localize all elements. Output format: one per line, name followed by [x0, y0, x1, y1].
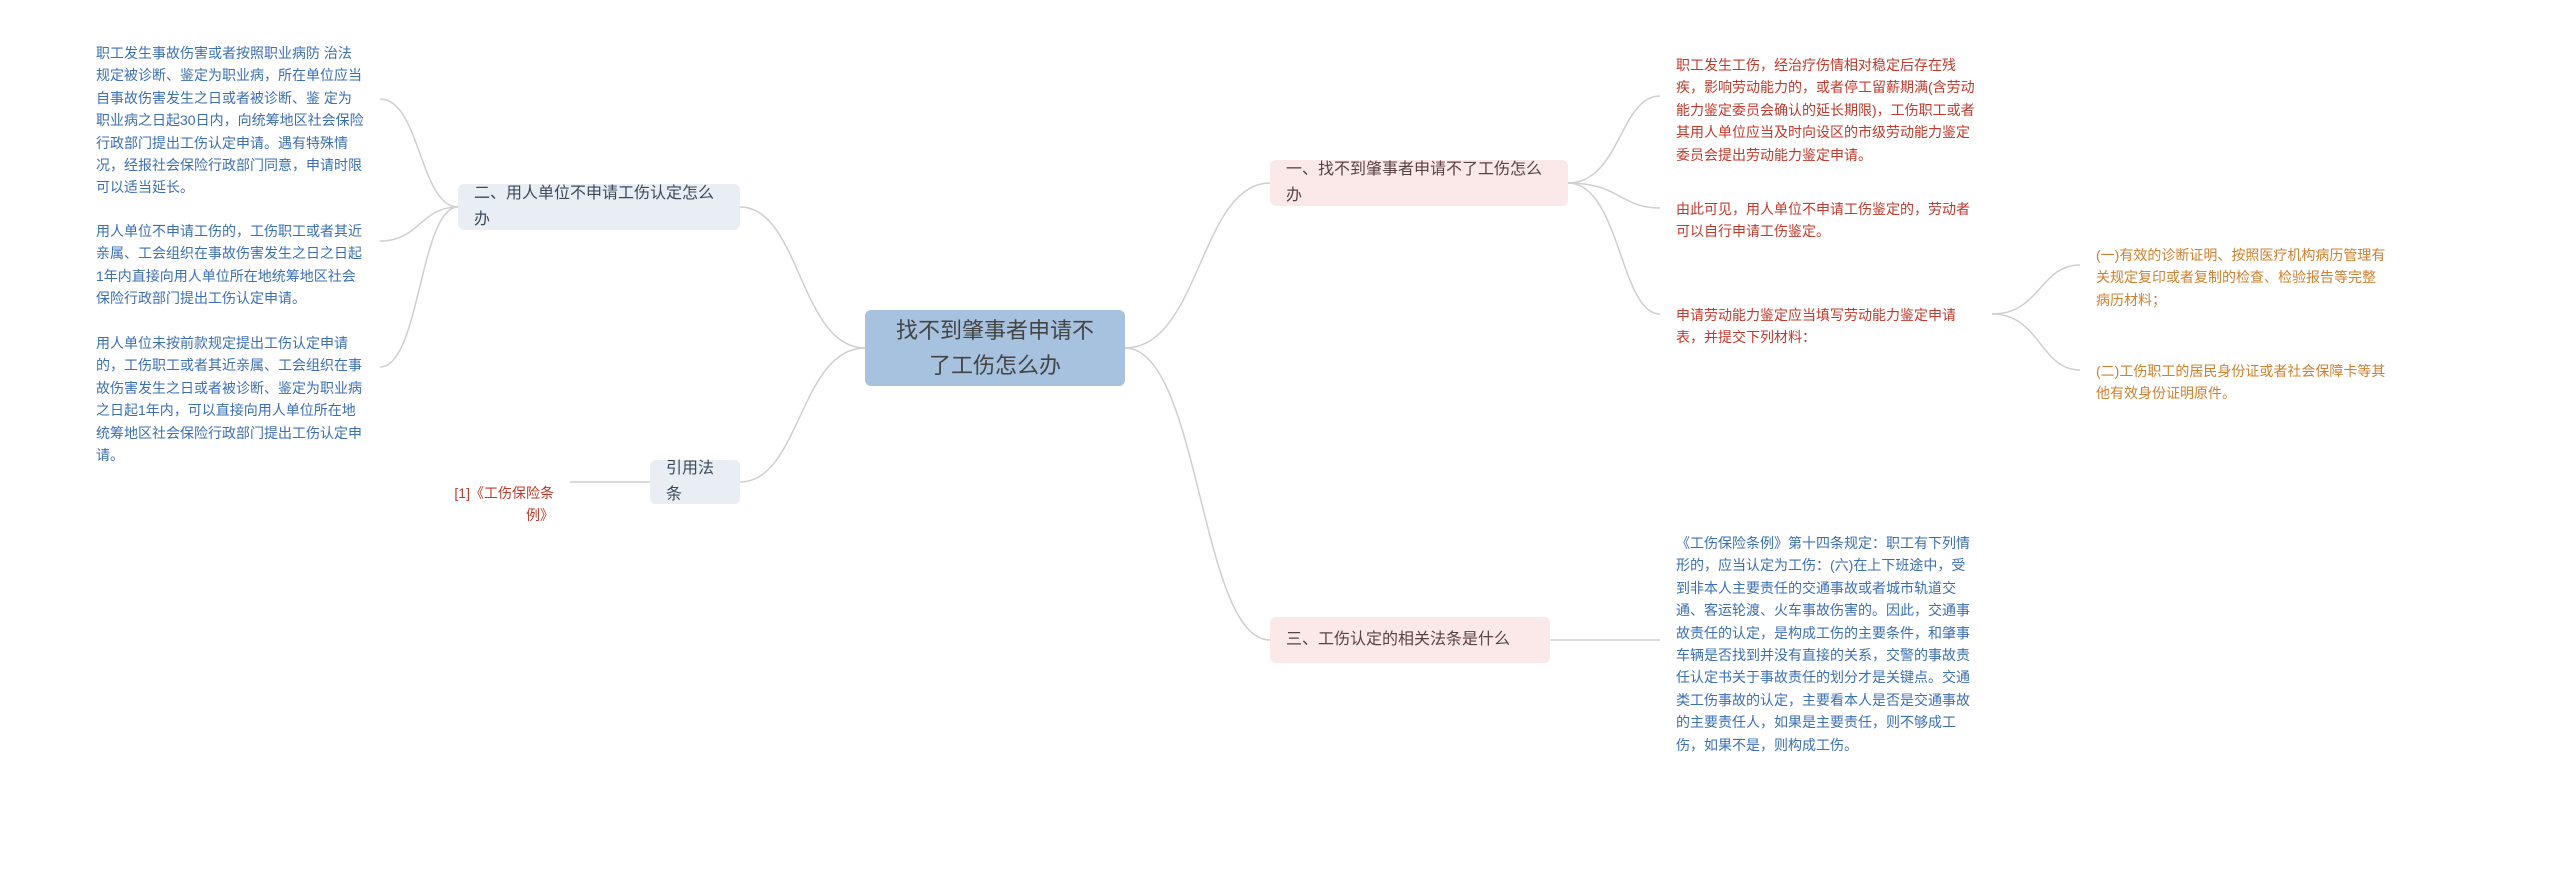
b2-c1: 职工发生事故伤害或者按照职业病防 治法规定被诊断、鉴定为职业病，所在单位应当自事…: [80, 30, 380, 211]
branch-3: 三、工伤认定的相关法条是什么: [1270, 617, 1550, 663]
b1-c3b: (二)工伤职工的居民身份证或者社会保障卡等其他有效身份证明原件。: [2080, 348, 2404, 417]
b2-c3: 用人单位未按前款规定提出工伤认定申请的，工伤职工或者其近亲属、工会组织在事故伤害…: [80, 320, 380, 478]
b2-c2: 用人单位不申请工伤的，工伤职工或者其近亲属、工会组织在事故伤害发生之日之日起1年…: [80, 208, 380, 322]
branch-3-title: 三、工伤认定的相关法条是什么: [1286, 627, 1510, 653]
branch-ref: 引用法条: [650, 460, 740, 504]
b1-c3a: (一)有效的诊断证明、按照医疗机构病历管理有关规定复印或者复制的检查、检验报告等…: [2080, 232, 2404, 323]
branch-2-title: 二、用人单位不申请工伤认定怎么办: [474, 181, 724, 232]
root-text: 找不到肇事者申请不了工伤怎么办: [887, 313, 1103, 383]
b1-c2: 由此可见，用人单位不申请工伤鉴定的，劳动者可以自行申请工伤鉴定。: [1660, 186, 1992, 255]
branch-ref-title: 引用法条: [666, 456, 724, 507]
b3-c1: 《工伤保险条例》第十四条规定：职工有下列情形的，应当认定为工伤：(六)在上下班途…: [1660, 520, 1992, 768]
b1-c1: 职工发生工伤，经治疗伤情相对稳定后存在残疾，影响劳动能力的，或者停工留薪期满(含…: [1660, 42, 1992, 178]
connectors: [0, 0, 2560, 889]
ref-c1: [1]《工伤保险条例》: [428, 470, 570, 539]
branch-1-title: 一、找不到肇事者申请不了工伤怎么办: [1286, 157, 1552, 208]
b1-c3: 申请劳动能力鉴定应当填写劳动能力鉴定申请表，并提交下列材料：: [1660, 292, 1992, 361]
root-node: 找不到肇事者申请不了工伤怎么办: [865, 310, 1125, 386]
branch-1: 一、找不到肇事者申请不了工伤怎么办: [1270, 160, 1568, 206]
branch-2: 二、用人单位不申请工伤认定怎么办: [458, 184, 740, 230]
